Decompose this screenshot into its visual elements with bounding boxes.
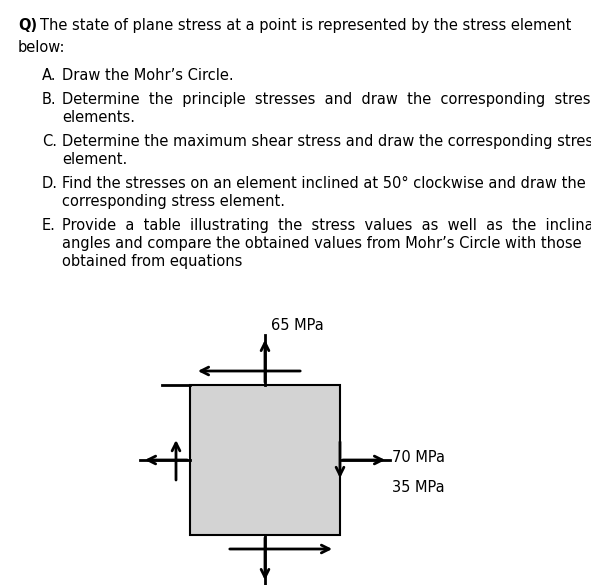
Text: Q): Q) bbox=[18, 18, 37, 33]
Text: Determine the maximum shear stress and draw the corresponding stress: Determine the maximum shear stress and d… bbox=[62, 134, 591, 149]
Text: Provide  a  table  illustrating  the  stress  values  as  well  as  the  inclina: Provide a table illustrating the stress … bbox=[62, 218, 591, 233]
Text: Find the stresses on an element inclined at 50° clockwise and draw the: Find the stresses on an element inclined… bbox=[62, 176, 586, 191]
Text: element.: element. bbox=[62, 152, 127, 167]
Text: Determine  the  principle  stresses  and  draw  the  corresponding  stress: Determine the principle stresses and dra… bbox=[62, 92, 591, 107]
Text: obtained from equations: obtained from equations bbox=[62, 254, 242, 269]
Text: 70 MPa: 70 MPa bbox=[392, 450, 445, 466]
Text: A.: A. bbox=[42, 68, 57, 83]
Text: angles and compare the obtained values from Mohr’s Circle with those: angles and compare the obtained values f… bbox=[62, 236, 582, 251]
Text: elements.: elements. bbox=[62, 110, 135, 125]
Text: below:: below: bbox=[18, 40, 66, 55]
Text: D.: D. bbox=[42, 176, 58, 191]
Text: corresponding stress element.: corresponding stress element. bbox=[62, 194, 285, 209]
Text: 65 MPa: 65 MPa bbox=[271, 318, 324, 333]
Text: C.: C. bbox=[42, 134, 57, 149]
Bar bbox=[190, 385, 340, 535]
Text: B.: B. bbox=[42, 92, 57, 107]
Text: Draw the Mohr’s Circle.: Draw the Mohr’s Circle. bbox=[62, 68, 233, 83]
Text: E.: E. bbox=[42, 218, 56, 233]
Text: The state of plane stress at a point is represented by the stress element: The state of plane stress at a point is … bbox=[40, 18, 571, 33]
Text: 35 MPa: 35 MPa bbox=[392, 480, 444, 495]
